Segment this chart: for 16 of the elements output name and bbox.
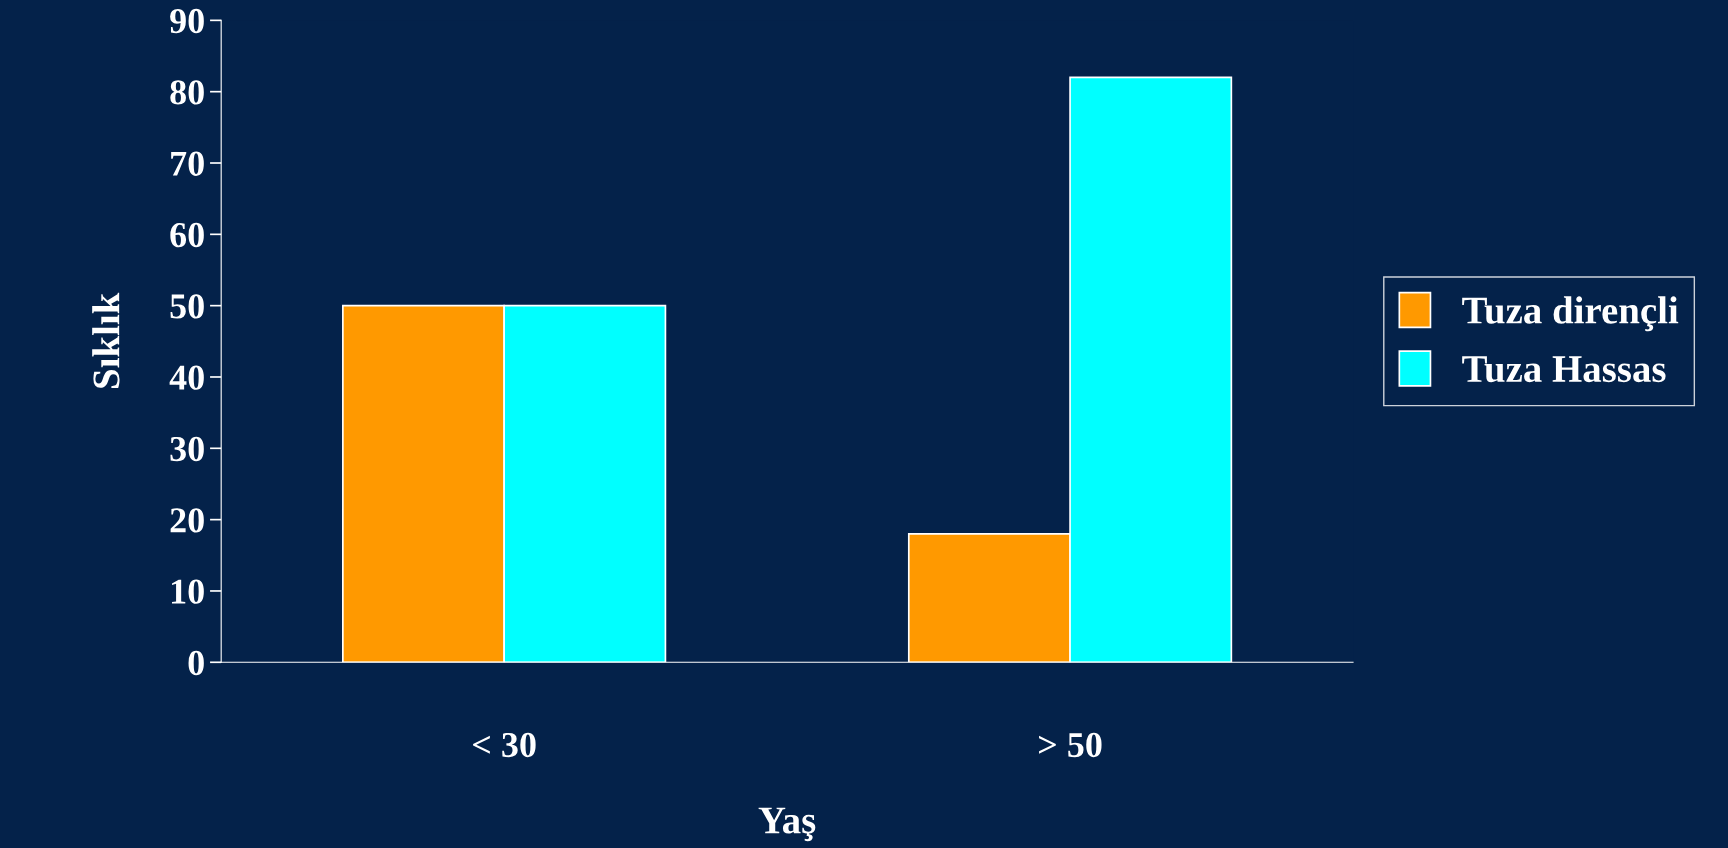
y-tick-label: 80: [170, 80, 204, 105]
y-tick-label: 40: [169, 365, 204, 390]
y-tick-label: 50: [170, 294, 204, 319]
legend-label: Tuza dirençli: [1462, 296, 1679, 332]
x-tick-label: < 30: [473, 732, 536, 758]
y-axis-title: Sıklık: [92, 292, 120, 388]
x-tick-label: > 50: [1039, 732, 1102, 758]
y-tick-label: 90: [170, 8, 204, 34]
legend-label: Tuza Hassas: [1462, 356, 1666, 383]
y-tick-label: 70: [171, 151, 204, 176]
y-tick-label: 20: [170, 508, 204, 533]
y-tick-label: 0: [188, 650, 204, 676]
y-tick-label: 10: [172, 579, 204, 604]
y-tick-label: 60: [170, 222, 204, 248]
y-tick-label: 30: [170, 436, 204, 462]
x-axis-title: Yaş: [758, 807, 816, 842]
